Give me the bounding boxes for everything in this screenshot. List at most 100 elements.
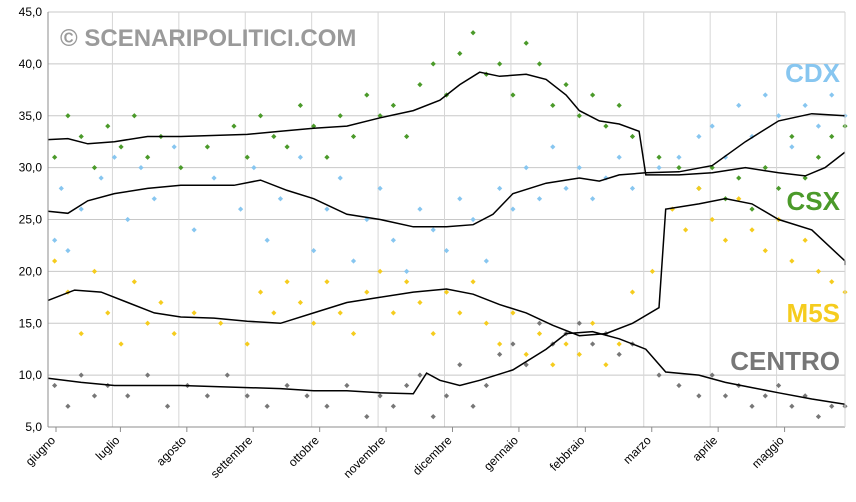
point-csx [676,165,682,171]
legend-m5s: M5S [787,298,840,328]
x-tick-label: giugno [23,433,59,469]
point-csx [590,92,596,98]
point-centro [483,382,489,389]
point-csx [131,113,137,119]
point-centro [536,320,543,326]
point-centro [676,382,682,389]
point-centro [443,393,450,399]
legend-csx: CSX [787,186,841,216]
x-tick-label: novembre [341,433,389,481]
point-centro [264,403,270,409]
point-m5s [118,341,124,347]
point-cdx [264,237,270,243]
point-m5s [218,320,224,326]
point-csx [775,185,782,191]
point-centro [78,372,84,378]
point-cdx [377,185,383,191]
point-cdx [324,206,330,212]
point-centro [576,320,582,326]
point-cdx [52,237,58,243]
point-centro [457,362,463,368]
point-m5s [350,331,357,337]
point-centro [709,372,715,378]
point-csx [417,82,423,88]
point-cdx [762,92,768,98]
x-tick-label: febbraio [547,433,588,474]
point-csx [105,123,111,129]
point-csx [204,144,210,150]
point-centro [696,393,702,399]
point-cdx [404,268,410,274]
y-tick-label: 5,0 [25,420,42,434]
point-cdx [417,206,423,212]
point-m5s [802,237,808,243]
point-m5s [171,331,177,337]
point-m5s [523,351,529,357]
point-csx [364,92,370,98]
point-cdx [58,185,64,191]
point-m5s [191,310,197,316]
point-centro [364,414,370,420]
point-m5s [536,331,543,337]
axes: 5,0 10,0 15,0 20,0 25,0 30,0 35,0 40,0 45,0 giugn… [19,5,846,481]
point-m5s [649,268,655,274]
point-m5s [324,279,330,285]
point-m5s [815,268,822,274]
point-m5s [377,268,383,274]
point-centro [815,414,822,420]
point-centro [470,403,476,409]
point-cdx [191,227,197,233]
point-csx [523,40,529,46]
point-m5s [430,331,436,337]
legend-centro: CENTRO [730,346,840,376]
point-cdx [656,165,662,171]
point-csx [762,165,768,171]
point-csx [709,165,715,171]
point-m5s [696,185,702,191]
point-cdx [138,165,144,171]
point-m5s [404,279,410,285]
trend-line-centro [47,330,846,405]
point-centro [430,414,436,420]
point-csx [829,133,835,140]
point-cdx [563,185,569,191]
x-tick-label: aprile [690,433,721,464]
point-csx [616,102,622,108]
point-m5s [443,289,450,295]
point-m5s [829,279,835,285]
point-cdx [497,185,503,191]
x-tick-label: settembre [208,433,256,481]
point-m5s [105,310,111,316]
point-cdx [151,196,157,202]
point-cdx [789,144,795,150]
point-csx [603,123,609,129]
point-m5s [497,341,503,347]
point-cdx [111,154,118,160]
point-csx [749,206,755,212]
point-csx [470,30,476,36]
point-m5s [563,341,569,347]
y-tick-label: 45,0 [19,5,43,19]
point-centro [125,393,131,399]
point-m5s [244,341,250,347]
point-centro [417,372,423,378]
point-centro [204,393,210,399]
point-m5s [683,227,689,233]
point-centro [510,341,516,347]
point-csx [497,61,503,67]
point-cdx [171,144,177,150]
point-m5s [789,258,795,264]
trend-line-csx [47,71,846,177]
point-csx [576,113,582,119]
trend-lines [47,71,846,405]
point-csx [284,144,290,150]
point-m5s [483,320,489,326]
watermark: © SCENARIPOLITICI.COM [60,25,356,52]
point-centro [616,351,622,357]
point-centro [145,372,151,378]
x-tick-label: ottobre [285,433,322,470]
legend: CDX CSX M5S CENTRO [730,58,840,376]
point-csx [311,123,317,129]
point-csx [337,113,343,119]
